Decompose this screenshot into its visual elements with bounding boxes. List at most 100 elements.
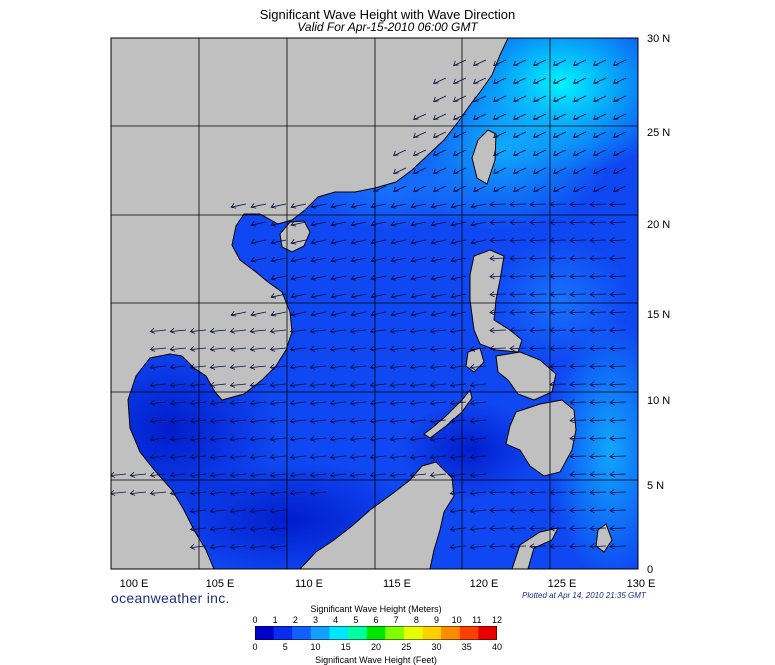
wave-arrow bbox=[549, 255, 567, 262]
wave-arrow bbox=[250, 203, 267, 209]
wave-arrow bbox=[529, 255, 547, 262]
wave-arrow bbox=[569, 273, 587, 280]
wave-arrow bbox=[289, 400, 307, 406]
wave-arrow bbox=[410, 221, 427, 227]
wave-arrow bbox=[149, 364, 167, 370]
wave-arrow bbox=[229, 472, 247, 478]
wave-arrow bbox=[390, 257, 407, 263]
wave-arrow bbox=[429, 418, 447, 424]
wave-arrow bbox=[609, 219, 627, 226]
wave-arrow bbox=[589, 507, 607, 514]
wave-arrow bbox=[209, 364, 227, 370]
wave-arrow bbox=[613, 185, 627, 193]
wave-arrow bbox=[529, 345, 547, 352]
wave-arrow bbox=[553, 149, 567, 157]
wave-arrow bbox=[549, 543, 567, 550]
wave-arrow bbox=[309, 382, 327, 388]
wave-arrow bbox=[613, 131, 627, 139]
wave-arrow bbox=[433, 131, 447, 139]
wave-arrow bbox=[569, 543, 587, 550]
wave-arrow bbox=[609, 255, 627, 262]
wave-arrow bbox=[129, 472, 147, 478]
wave-arrow bbox=[569, 417, 587, 424]
land-luzon bbox=[469, 249, 523, 353]
wave-arrow bbox=[529, 507, 547, 514]
wave-arrow bbox=[509, 273, 527, 280]
wave-arrow bbox=[209, 526, 227, 532]
wave-arrow bbox=[593, 131, 607, 139]
wave-arrow bbox=[613, 95, 627, 103]
land-taiwan bbox=[471, 129, 497, 185]
wave-arrow bbox=[453, 185, 467, 193]
wave-arrow bbox=[549, 309, 567, 316]
lon-label: 125 E bbox=[548, 578, 577, 590]
wave-arrow bbox=[229, 382, 247, 388]
wave-arrow bbox=[350, 221, 367, 227]
wave-arrow bbox=[609, 471, 627, 478]
wave-arrow bbox=[529, 327, 547, 334]
wave-arrow bbox=[410, 275, 427, 281]
wave-arrow bbox=[609, 201, 627, 208]
lon-label: 130 E bbox=[627, 578, 656, 590]
wave-arrow bbox=[433, 149, 447, 157]
wave-arrow bbox=[509, 327, 527, 334]
wave-arrow bbox=[569, 399, 587, 406]
colorbar-feet-tick: 5 bbox=[282, 642, 288, 652]
wave-arrow bbox=[409, 454, 427, 460]
wave-arrow bbox=[569, 327, 587, 334]
wave-arrow bbox=[489, 255, 507, 262]
wave-arrow bbox=[269, 364, 287, 370]
wave-arrow bbox=[513, 59, 527, 67]
wave-arrow bbox=[229, 526, 247, 532]
wave-arrow bbox=[470, 203, 487, 209]
wave-arrow bbox=[149, 490, 167, 496]
wave-arrow bbox=[450, 221, 467, 227]
wave-arrow bbox=[593, 149, 607, 157]
wave-arrow bbox=[553, 95, 567, 103]
colorbar-title-feet: Significant Wave Height (Feet) bbox=[315, 655, 437, 665]
wave-arrow bbox=[569, 309, 587, 316]
wave-arrow bbox=[270, 311, 287, 317]
wave-arrow bbox=[209, 346, 227, 352]
wave-arrow bbox=[573, 167, 587, 175]
wave-arrow bbox=[269, 454, 287, 460]
wave-arrow bbox=[410, 293, 427, 299]
wave-arrow bbox=[329, 328, 347, 334]
wave-arrow bbox=[589, 417, 607, 424]
wave-arrow bbox=[509, 237, 527, 244]
wave-arrow bbox=[250, 221, 267, 227]
wave-arrow bbox=[469, 382, 487, 388]
wave-arrow bbox=[453, 95, 467, 103]
colorbar-cell bbox=[441, 626, 461, 640]
wave-arrow bbox=[249, 400, 267, 406]
lon-axis-labels: 100 E 105 E 110 E 115 E 120 E 125 E 130 … bbox=[120, 578, 656, 590]
wave-arrow bbox=[249, 364, 267, 370]
wave-arrow bbox=[289, 382, 307, 388]
wave-arrow bbox=[309, 418, 327, 424]
wave-arrow bbox=[390, 293, 407, 299]
wave-arrow bbox=[290, 311, 307, 317]
colorbar-title-meters: Significant Wave Height (Meters) bbox=[310, 604, 442, 614]
wave-arrow bbox=[589, 309, 607, 316]
lat-label: 25 N bbox=[647, 127, 670, 139]
land-borneo bbox=[299, 461, 455, 569]
wave-arrow bbox=[489, 219, 507, 226]
wave-arrow bbox=[489, 327, 507, 334]
wave-arrow bbox=[509, 507, 527, 514]
wave-arrow bbox=[329, 436, 347, 442]
wave-arrow bbox=[389, 418, 407, 424]
wave-arrow bbox=[409, 328, 427, 334]
land-mainland-asia bbox=[111, 38, 509, 569]
wave-arrow bbox=[349, 364, 367, 370]
wave-arrow bbox=[569, 381, 587, 388]
wave-arrow bbox=[209, 454, 227, 460]
wave-arrow bbox=[493, 131, 507, 139]
wave-arrow bbox=[189, 544, 207, 550]
wave-arrow bbox=[449, 526, 467, 532]
wave-arrow bbox=[549, 489, 567, 496]
wave-arrow bbox=[309, 364, 327, 370]
wave-arrow bbox=[330, 239, 347, 245]
wave-arrow bbox=[390, 203, 407, 209]
wave-arrow bbox=[450, 311, 467, 317]
wave-arrow bbox=[513, 113, 527, 121]
